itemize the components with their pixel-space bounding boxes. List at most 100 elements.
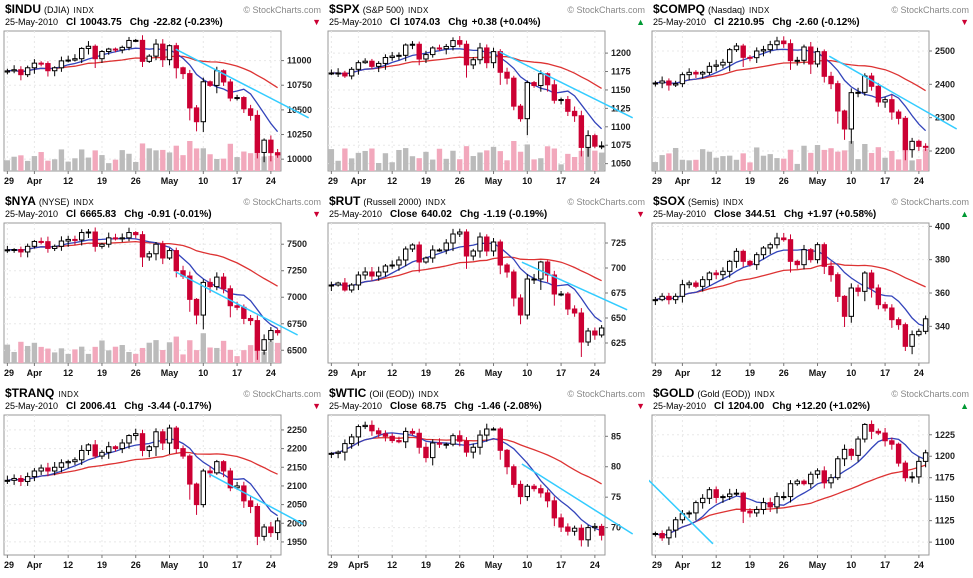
- x-axis-label: Apr: [351, 176, 367, 186]
- chart-panel-nya[interactable]: $NYA (NYSE) INDX © StockCharts.com 25-May-20…: [1, 193, 325, 385]
- chart-panel-gold[interactable]: $GOLD (Gold (EOD)) INDX © StockCharts.com 25…: [649, 385, 973, 577]
- x-axis-label: May: [809, 368, 827, 378]
- price-plot-nya: 7500 7250 7000 6750 6500 29 Apr 12 19 26 May 10 17 24: [3, 222, 307, 378]
- x-axis-label: 12: [387, 560, 397, 570]
- chart-panel-indu[interactable]: $INDU (DJIA) INDX © StockCharts.com 25-May-2…: [1, 1, 325, 193]
- price-plot-rut: 725 700 675 650 625 29 Apr 12 19 26 May 10 17 24: [327, 222, 628, 378]
- chart-date: 25-May-2010: [329, 17, 383, 27]
- index-type-label: INDX: [418, 390, 440, 399]
- x-axis-label: 24: [266, 176, 276, 186]
- change-label: Chg: [772, 401, 792, 412]
- chart-panel-compq[interactable]: $COMPQ (Nasdaq) INDX © StockCharts.com 25-Ma…: [649, 1, 973, 193]
- change-value: -2.60 (-0.12%): [795, 17, 860, 28]
- chart-panel-sox[interactable]: $SOX (Semis) INDX © StockCharts.com 25-May-2…: [649, 193, 973, 385]
- x-axis-label: 19: [745, 560, 755, 570]
- chart-symbol: $TRANQ: [5, 386, 55, 400]
- index-type-label: INDX: [73, 198, 95, 207]
- x-axis-label: 26: [455, 176, 465, 186]
- close-value: 344.51: [745, 209, 776, 220]
- price-plot-indu: 11000 10750 10500 10250 10000 29 Apr 12 19 26 May 1…: [3, 30, 312, 186]
- chart-panel-rut[interactable]: $RUT (Russell 2000) INDX © StockCharts.com 2…: [325, 193, 649, 385]
- trendline: [175, 271, 298, 336]
- x-axis-label: 26: [131, 560, 141, 570]
- x-axis-label: 24: [590, 368, 600, 378]
- y-axis-label: 650: [611, 313, 626, 323]
- x-axis-label: 26: [131, 368, 141, 378]
- copyright-link[interactable]: © StockCharts.com: [891, 197, 969, 207]
- copyright-link[interactable]: © StockCharts.com: [243, 389, 321, 399]
- change-value: -22.82 (-0.23%): [153, 17, 223, 28]
- change-value: -0.91 (-0.01%): [147, 209, 212, 220]
- trendline: [521, 463, 634, 535]
- index-type-label: INDX: [408, 6, 429, 15]
- chart-date: 25-May-2010: [5, 209, 59, 219]
- y-axis-label: 340: [935, 321, 950, 331]
- chart-header-row: $NYA (NYSE) INDX © StockCharts.com: [1, 193, 325, 208]
- y-axis-label: 1225: [935, 430, 955, 440]
- arrow-down-icon: ▼: [960, 17, 969, 27]
- change-label: Chg: [783, 209, 804, 220]
- x-axis-label: 19: [97, 176, 107, 186]
- x-axis-label: 19: [745, 368, 755, 378]
- copyright-link[interactable]: © StockCharts.com: [567, 389, 645, 399]
- x-axis-label: 10: [522, 560, 532, 570]
- copyright-link[interactable]: © StockCharts.com: [243, 5, 321, 15]
- close-value: 2006.41: [80, 401, 117, 412]
- x-axis-label: 12: [711, 176, 721, 186]
- chart-panel-spx[interactable]: $SPX (S&P 500) INDX © StockCharts.com 25-May…: [325, 1, 649, 193]
- x-axis-label: 19: [745, 176, 755, 186]
- change-value: +1.97 (+0.58%): [807, 209, 877, 220]
- x-axis-label: 12: [387, 368, 397, 378]
- chart-symbol: $WTIC: [329, 386, 367, 400]
- y-axis-label: 11000: [287, 56, 312, 66]
- y-axis-label: 400: [935, 221, 950, 231]
- copyright-link[interactable]: © StockCharts.com: [567, 5, 645, 15]
- y-axis-label: 2250: [287, 425, 307, 435]
- chart-date: 25-May-2010: [329, 209, 383, 219]
- trendline: [175, 48, 310, 119]
- chart-symbol: $COMPQ: [653, 2, 706, 16]
- x-axis-label: 24: [266, 368, 276, 378]
- y-axis-label: 10000: [287, 154, 312, 164]
- close-value: 1074.03: [404, 17, 441, 28]
- copyright-link[interactable]: © StockCharts.com: [891, 389, 969, 399]
- x-axis-label: Apr: [675, 368, 691, 378]
- copyright-link[interactable]: © StockCharts.com: [567, 197, 645, 207]
- copyright-link[interactable]: © StockCharts.com: [891, 5, 969, 15]
- trendline: [208, 473, 304, 525]
- y-axis-label: 1175: [611, 67, 631, 77]
- y-axis-label: 2100: [287, 481, 307, 491]
- x-axis-label: 17: [232, 368, 242, 378]
- index-type-label: INDX: [723, 198, 744, 207]
- x-axis-label: Apr: [27, 368, 43, 378]
- chart-panel-wtic[interactable]: $WTIC (Oil (EOD)) INDX © StockCharts.com 25-…: [325, 385, 649, 577]
- chart-quote-row: 25-May-2010 Close 344.51 Chg +1.97 (+0.58%) ▲: [649, 208, 973, 221]
- arrow-down-icon: ▼: [636, 209, 645, 219]
- chart-date: 25-May-2010: [653, 209, 707, 219]
- y-axis-label: 2500: [935, 46, 955, 56]
- x-axis-label: 10: [846, 176, 856, 186]
- change-label: Chg: [129, 17, 150, 28]
- change-value: -1.19 (-0.19%): [483, 209, 548, 220]
- copyright-link[interactable]: © StockCharts.com: [243, 197, 321, 207]
- x-axis-label: 26: [455, 560, 465, 570]
- chart-name: (Oil (EOD)): [369, 389, 415, 399]
- x-axis-label: May: [161, 176, 179, 186]
- x-axis-label: 29: [4, 368, 14, 378]
- x-axis-label: 10: [522, 176, 532, 186]
- chart-header-row: $WTIC (Oil (EOD)) INDX © StockCharts.com: [325, 385, 649, 400]
- y-axis-label: 10250: [287, 130, 312, 140]
- price-plot-gold: 1225 1200 1175 1150 1125 1100 29 Apr 12 19 26 May 10…: [649, 414, 955, 570]
- x-axis-label: 17: [232, 560, 242, 570]
- chart-symbol: $NYA: [5, 194, 36, 208]
- x-axis-label: 17: [556, 368, 566, 378]
- chart-name: (S&P 500): [362, 5, 405, 15]
- x-axis-label: 17: [232, 176, 242, 186]
- trendline: [649, 479, 714, 545]
- change-value: -3.44 (-0.17%): [147, 401, 212, 412]
- close-label: Cl: [714, 401, 725, 412]
- y-axis-label: 7000: [287, 292, 307, 302]
- chart-panel-tranq[interactable]: $TRANQ INDX © StockCharts.com 25-May-2010 Cl…: [1, 385, 325, 577]
- chart-quote-row: 25-May-2010 Cl 1074.03 Chg +0.38 (+0.04%) ▲: [325, 16, 649, 29]
